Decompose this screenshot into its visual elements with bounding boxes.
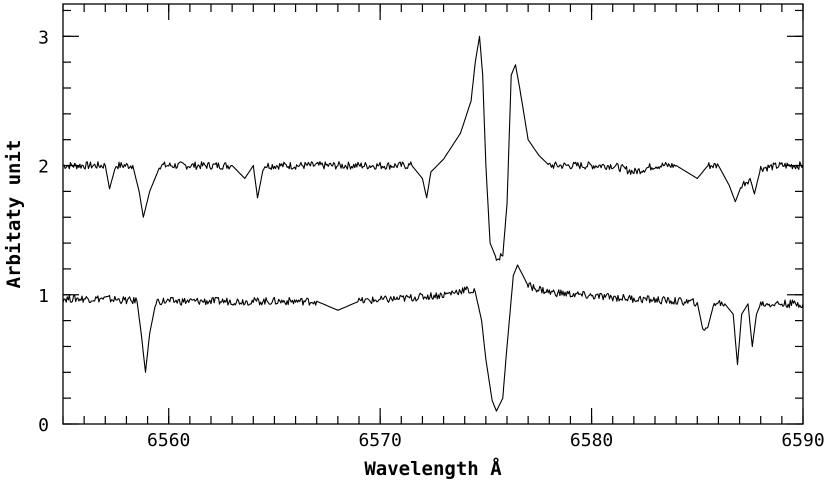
y-tick-label: 2 bbox=[38, 157, 49, 178]
axis-tick-labels: 6560 6570 6580 6590 0 1 2 3 bbox=[38, 27, 825, 451]
y-tick-label: 1 bbox=[38, 286, 49, 307]
x-tick-label: 6570 bbox=[358, 430, 401, 451]
y-axis-label: Arbitaty unit bbox=[3, 140, 25, 289]
x-axis-label: Wavelength Å bbox=[364, 456, 502, 480]
y-tick-label: 3 bbox=[38, 27, 49, 48]
y-tick-label: 0 bbox=[38, 415, 49, 436]
x-tick-label: 6590 bbox=[781, 430, 824, 451]
spectrum-line-1 bbox=[62, 35, 804, 261]
spectrum-line-2 bbox=[62, 264, 804, 412]
axis-ticks bbox=[62, 4, 804, 425]
x-tick-label: 6580 bbox=[570, 430, 613, 451]
x-tick-label: 6560 bbox=[147, 430, 190, 451]
series-group bbox=[62, 35, 804, 412]
plot-frame bbox=[62, 3, 804, 425]
